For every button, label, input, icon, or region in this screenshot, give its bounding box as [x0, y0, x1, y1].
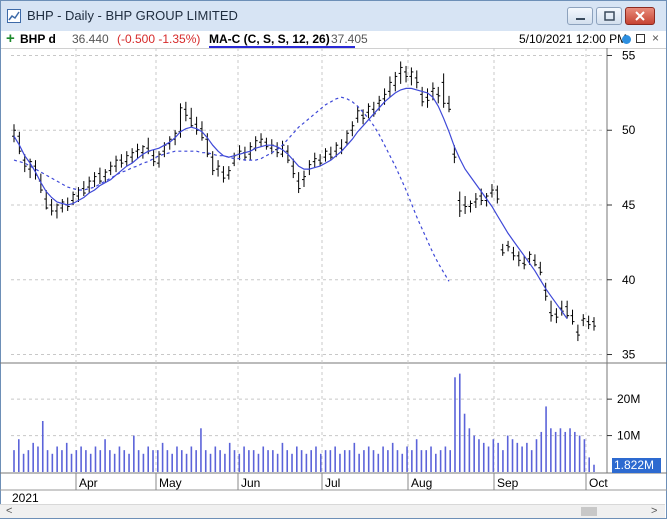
- month-label: Apr: [79, 476, 98, 490]
- price-tick-label: 35: [622, 348, 636, 362]
- maximize-button[interactable]: [596, 7, 622, 25]
- indicator-label[interactable]: MA-C (C, S, S, 12, 26): [209, 32, 330, 46]
- indicator-underline: [209, 46, 355, 48]
- add-symbol-button[interactable]: +: [6, 30, 15, 47]
- month-label: Aug: [411, 476, 432, 490]
- restore-pane-icon[interactable]: [636, 34, 645, 43]
- month-label: Oct: [589, 476, 608, 490]
- cursor-datetime: 5/10/2021 12:00 PM: [519, 32, 628, 46]
- price-tick-label: 45: [622, 198, 636, 212]
- month-label: Sep: [497, 476, 519, 490]
- price-tick-label: 40: [622, 273, 636, 287]
- minimize-icon: [576, 18, 585, 20]
- window-title: BHP - Daily - BHP GROUP LIMITED: [27, 8, 238, 23]
- month-label: Jun: [241, 476, 260, 490]
- month-label: May: [159, 476, 182, 490]
- scroll-left-icon[interactable]: <: [6, 505, 13, 517]
- ma-fast-line: [13, 87, 568, 319]
- maximize-icon: [604, 11, 615, 21]
- scrollbar-thumb[interactable]: [581, 507, 597, 516]
- volume-last-value: 1.822M: [614, 458, 655, 472]
- volume-last-value-badge: [612, 458, 661, 473]
- chart-info-bar: + BHP d 36.440 (-0.500 -1.35%) MA-C (C, …: [1, 30, 666, 49]
- close-icon: [635, 11, 645, 21]
- ma-slow-line: [13, 96, 450, 282]
- horizontal-scrollbar[interactable]: < >: [0, 504, 665, 518]
- price-change: (-0.500 -1.35%): [117, 32, 201, 46]
- chart-app-icon: [7, 9, 21, 23]
- symbol-label[interactable]: BHP d: [20, 32, 56, 46]
- link-dot-icon[interactable]: [622, 35, 631, 44]
- last-price: 36.440: [72, 32, 109, 46]
- price-tick-label: 55: [622, 48, 636, 62]
- indicator-value: 37.405: [331, 32, 368, 46]
- minimize-button[interactable]: [567, 7, 593, 25]
- volume-tick-label: 20M: [617, 392, 640, 406]
- volume-tick-label: 10M: [617, 429, 640, 443]
- close-button[interactable]: [625, 7, 655, 25]
- title-bar[interactable]: BHP - Daily - BHP GROUP LIMITED: [1, 1, 666, 32]
- close-pane-icon[interactable]: ×: [652, 31, 660, 45]
- month-label: Jul: [325, 476, 340, 490]
- year-label: 2021: [12, 491, 39, 505]
- price-tick-label: 50: [622, 123, 636, 137]
- scroll-right-icon[interactable]: >: [651, 505, 658, 517]
